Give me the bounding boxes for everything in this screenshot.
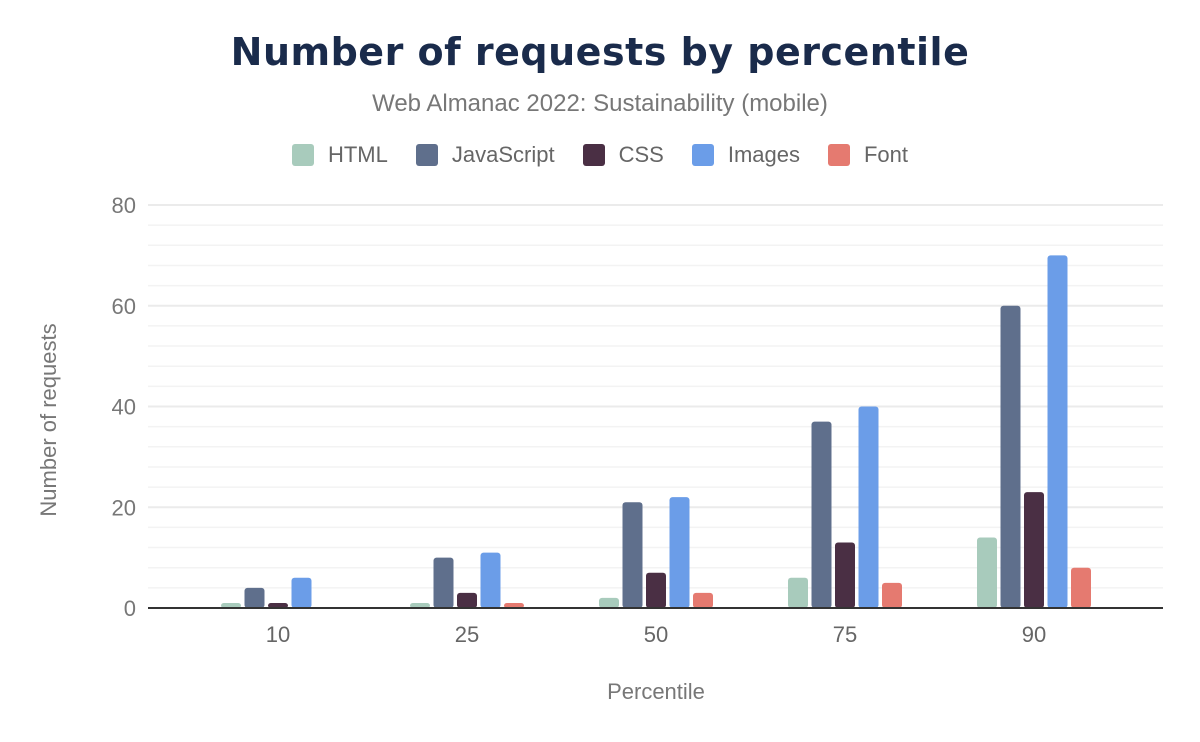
y-axis-title: Number of requests (36, 323, 61, 516)
legend-swatch (582, 144, 605, 166)
legend-label: JavaScript (451, 142, 555, 167)
bar-css-50 (646, 572, 666, 608)
bar-images-50 (669, 497, 690, 608)
legend-label: CSS (618, 142, 664, 167)
x-tick-label: 50 (644, 622, 668, 647)
bar-images-90 (1047, 255, 1068, 608)
legend-swatch (415, 144, 438, 166)
bar-css-25 (457, 592, 477, 608)
y-tick-label: 60 (112, 294, 136, 319)
legend-label: Images (727, 142, 800, 167)
legend: HTML JavaScript CSS Images Font (0, 142, 1200, 168)
bar-images-25 (480, 552, 501, 608)
bar-font-90 (1071, 567, 1091, 608)
y-tick-label: 20 (112, 495, 136, 520)
bar-css-90 (1024, 492, 1044, 608)
bar-javascript-50 (622, 502, 643, 608)
legend-item[interactable]: Images (691, 142, 800, 168)
x-tick-label: 90 (1022, 622, 1046, 647)
bar-html-90 (977, 537, 997, 608)
x-tick-label: 25 (455, 622, 479, 647)
x-tick-label: 75 (833, 622, 857, 647)
legend-item[interactable]: HTML (291, 142, 388, 168)
chart-subtitle: Web Almanac 2022: Sustainability (mobile… (372, 90, 828, 117)
y-tick-label: 80 (112, 193, 136, 218)
legend-item[interactable]: CSS (582, 142, 664, 168)
legend-swatch (827, 144, 850, 166)
legend-label: Font (863, 142, 909, 167)
bar-font-50 (693, 592, 713, 608)
bar-css-75 (835, 542, 855, 608)
bar-images-75 (858, 406, 879, 608)
chart-title: Number of requests by percentile (230, 30, 970, 74)
bar-css-10 (268, 602, 288, 608)
x-axis-title: Percentile (607, 679, 705, 704)
legend-swatch (291, 144, 314, 166)
legend-label: HTML (327, 142, 388, 167)
bar-html-10 (221, 602, 241, 608)
bar-font-25 (504, 602, 524, 608)
bar-javascript-25 (433, 557, 454, 608)
y-tick-label: 40 (112, 395, 136, 420)
bar-javascript-90 (1000, 305, 1021, 608)
bar-javascript-10 (244, 587, 265, 608)
y-tick-label: 0 (124, 596, 136, 621)
bar-font-75 (882, 582, 902, 608)
legend-item[interactable]: Font (827, 142, 909, 168)
x-tick-label: 10 (266, 622, 290, 647)
legend-item[interactable]: JavaScript (415, 142, 555, 168)
bar-javascript-75 (811, 421, 832, 608)
bar-html-25 (410, 602, 430, 608)
legend-swatch (691, 144, 714, 166)
bar-html-50 (599, 597, 619, 608)
bar-images-10 (291, 577, 312, 608)
bar-html-75 (788, 577, 808, 608)
